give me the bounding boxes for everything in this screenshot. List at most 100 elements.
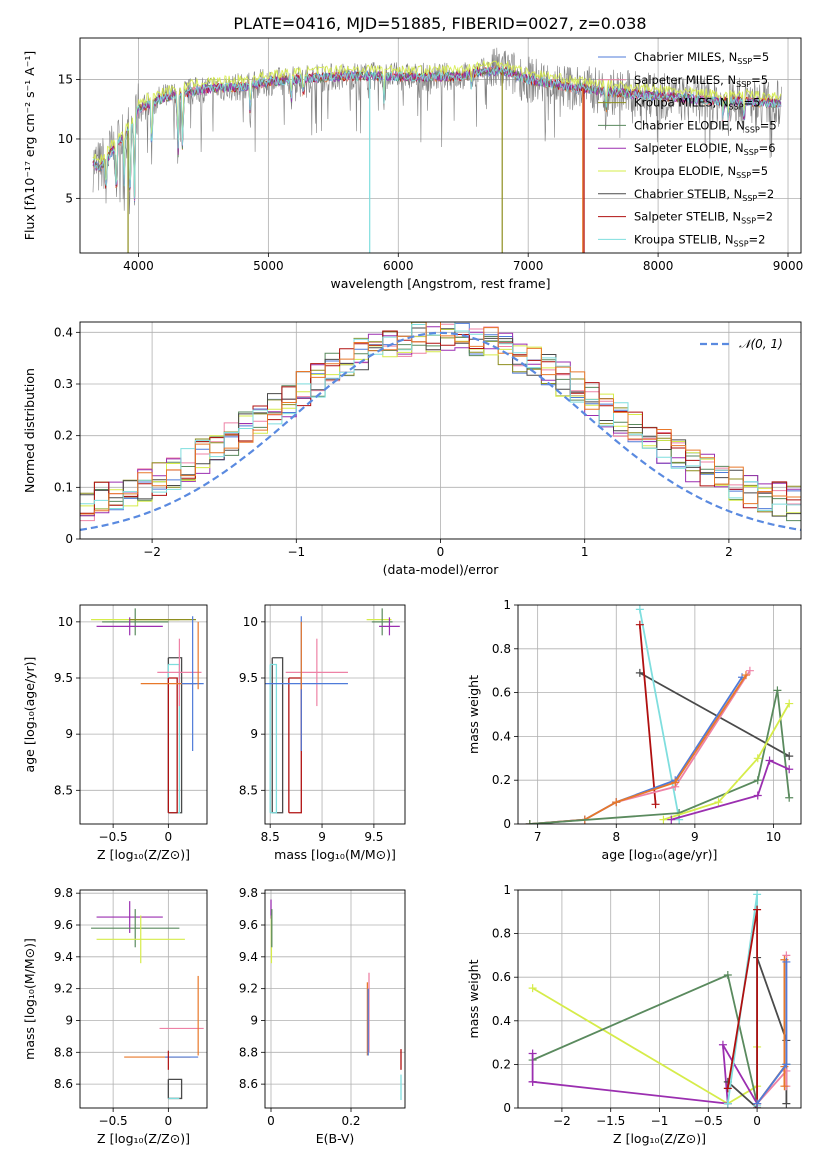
legend-tail: =5 <box>752 50 769 64</box>
series-marker <box>785 752 794 761</box>
plot-area <box>80 890 207 1108</box>
y-tick-label: 10 <box>58 132 73 146</box>
axes-frame <box>517 889 802 1109</box>
x-tick-label: 7 <box>534 830 542 844</box>
x-tick-label: −0.5 <box>99 830 128 844</box>
y-tick-label: 5 <box>65 191 73 205</box>
series-chabrier_stelib <box>635 668 794 761</box>
x-tick-label: −0.5 <box>694 1114 723 1128</box>
series-line-kroupa_stelib <box>638 609 681 820</box>
series-marker <box>782 1060 791 1069</box>
legend-text: Chabrier ELODIE, N <box>634 118 745 132</box>
plot-area <box>80 322 801 539</box>
series-marker <box>753 905 762 914</box>
plot-area <box>265 605 405 824</box>
x-tick-label: 4000 <box>123 259 154 273</box>
series-marker <box>528 1049 537 1058</box>
y-tick-label: 8.5 <box>239 783 258 797</box>
series-chabrier_miles <box>525 673 747 824</box>
y-tick-label: 9 <box>65 1013 73 1027</box>
x-axis-label: Z [log₁₀(Z/Z⊙)] <box>613 1131 706 1146</box>
series-salpeter_elodie <box>528 1040 762 1108</box>
y-tick-label: 0.4 <box>54 325 73 339</box>
plot-area <box>80 38 801 253</box>
x-tick-label: 9 <box>691 830 699 844</box>
panel-mass-vs-ebv: 0 0.2 8.6 8.8 9 9.2 9.4 9.6 9.8 E(B-V) <box>239 886 406 1146</box>
y-tick-label: 8.8 <box>239 1045 258 1059</box>
x-tick-label: 7000 <box>513 259 544 273</box>
x-tick-label: 5000 <box>253 259 284 273</box>
series-marker <box>723 971 732 980</box>
y-tick-label: 0.4 <box>492 1014 511 1028</box>
legend-sub: SSP <box>744 148 759 157</box>
y-tick-label: 0.6 <box>492 970 511 984</box>
errorbar-box-chabrier_stelib <box>168 1078 183 1100</box>
y-tick-label: 9.5 <box>239 671 258 685</box>
series-marker <box>528 984 537 993</box>
legend-label-kroupa_miles: Kroupa MILES, NSSP=5 <box>634 96 760 112</box>
plot-area <box>265 890 405 1108</box>
y-tick-label: 0.8 <box>492 927 511 941</box>
y-tick-label: 9.6 <box>54 918 73 932</box>
series-chabrier_miles <box>753 957 791 1108</box>
model-line-kroupa_elodie <box>92 60 782 197</box>
x-axis-label: Z [log₁₀(Z/Z⊙)] <box>97 847 190 862</box>
series-marker <box>773 686 782 695</box>
legend-tail: =5 <box>751 164 768 178</box>
y-tick-label: 9 <box>250 727 258 741</box>
y-tick-label: 0.3 <box>54 377 73 391</box>
series-marker <box>741 671 750 680</box>
x-tick-label: −1.5 <box>596 1114 625 1128</box>
x-tick-label: 8.5 <box>261 830 280 844</box>
x-tick-label: 0 <box>753 1114 761 1128</box>
y-tick-label: 10 <box>58 615 73 629</box>
errorbar-box-salpeter_stelib <box>288 677 302 814</box>
legend-text: Kroupa STELIB, N <box>634 232 734 246</box>
y-tick-label: 10 <box>243 615 258 629</box>
y-tick-label: 0 <box>503 1101 511 1115</box>
y-tick-label: 1 <box>503 598 511 612</box>
errorbar-box-salpeter_stelib <box>168 677 178 814</box>
y-tick-label: 8.6 <box>54 1077 73 1091</box>
series-marker <box>753 1099 762 1108</box>
x-tick-label: 10 <box>766 830 781 844</box>
y-tick-label: 9.2 <box>239 982 258 996</box>
legend-sub: SSP <box>736 171 751 180</box>
legend-label-kroupa_stelib: Kroupa STELIB, NSSP=2 <box>634 232 765 248</box>
panel-residuals: −2 −1 0 1 2 0 0.1 0.2 0.3 0.4 (data-model)/error No… <box>22 321 802 577</box>
legend-tail: =5 <box>760 118 777 132</box>
x-tick-label: 9.5 <box>364 830 383 844</box>
series-kroupa_elodie <box>659 699 794 824</box>
series-marker <box>651 800 660 809</box>
x-tick-label: 0 <box>437 545 445 559</box>
legend-text: Salpeter ELODIE, N <box>634 141 744 155</box>
legend-label-salpeter_stelib: Salpeter STELIB, NSSP=2 <box>634 210 773 226</box>
series-line-chabrier_stelib <box>639 672 790 757</box>
legend-text: Salpeter STELIB, N <box>634 210 741 224</box>
y-tick-label: 9 <box>65 727 73 741</box>
y-tick-label: 0.1 <box>54 480 73 494</box>
legend-sub: SSP <box>729 103 744 112</box>
x-axis-label: Z [log₁₀(Z/Z⊙)] <box>97 1131 190 1146</box>
y-tick-label: 8.5 <box>54 783 73 797</box>
series-orange <box>525 671 750 824</box>
legend-text: Salpeter MILES, N <box>634 73 736 87</box>
plot-area <box>518 605 801 824</box>
y-axis-label: age [log₁₀(age/yr)] <box>22 657 37 773</box>
series-marker <box>659 815 668 824</box>
y-tick-label: 0 <box>65 532 73 546</box>
panel-spectrum: 4000 5000 6000 7000 8000 9000 5 10 15 wavelength … <box>22 37 803 291</box>
y-tick-label: 0.8 <box>492 642 511 656</box>
errorbar-salpeter_miles <box>157 638 202 707</box>
panel-weight-vs-Z: −2 −1.5 −1 −0.5 0 0 0.2 0.4 0.6 0.8 1 Z [log₁₀(Z/Z⊙… <box>466 883 802 1146</box>
y-axis-label: mass weight <box>466 959 481 1038</box>
y-tick-label: 0 <box>503 817 511 831</box>
series-marker <box>671 778 680 787</box>
model-line-kroupa_stelib <box>92 66 782 199</box>
y-axis-label: mass [log₁₀(M/M⊙)] <box>22 938 37 1060</box>
series-marker <box>718 1040 727 1049</box>
series-marker <box>525 820 534 824</box>
y-tick-label: 8.6 <box>239 1077 258 1091</box>
axes-frame <box>79 37 802 254</box>
